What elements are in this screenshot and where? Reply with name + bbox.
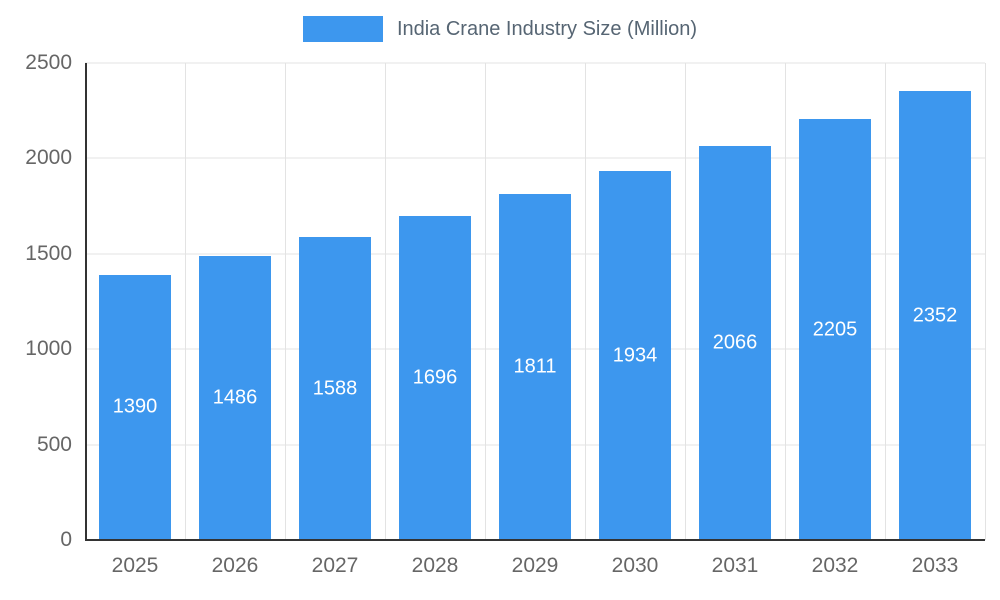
h-gridline [85,157,985,159]
v-gridline [684,63,686,540]
legend-label: India Crane Industry Size (Million) [396,17,698,40]
v-gridline [985,63,986,540]
bar-value-label: 2066 [712,331,758,354]
y-axis-line [85,63,87,540]
x-tick-label: 2032 [811,554,859,577]
bar-value-label: 1588 [312,377,358,399]
y-tick-label: 0 [60,528,72,551]
v-gridline [885,63,886,540]
bar-value-label: 1934 [612,344,658,366]
x-tick-label: 2026 [211,554,259,577]
bar[interactable]: 2066 [699,145,771,540]
h-gridline [85,62,985,64]
legend-swatch-icon [302,16,383,42]
bar[interactable]: 1811 [499,194,571,540]
y-tick-label: 1000 [25,337,72,361]
x-tick-label: 2029 [511,554,559,577]
legend-item[interactable]: India Crane Industry Size (Million) [302,16,698,42]
v-gridline [585,63,586,540]
x-tick-label: 2028 [411,554,459,577]
v-gridline [785,63,786,540]
x-axis: 2025 2026 2027 2028 2029 2030 2031 2032 2033 [85,540,985,580]
bar-value-label: 2352 [912,304,958,327]
x-tick-label: 2027 [311,554,359,577]
bar[interactable]: 1588 [299,237,371,540]
bar[interactable]: 1934 [599,171,671,540]
x-axis-baseline [85,539,985,541]
bar-value-label: 1811 [513,355,557,378]
y-tick-label: 2500 [25,51,72,74]
plot-area: 1390 1486 1588 1696 1811 1934 2066 2205 2352 [85,62,986,541]
y-tick-label: 500 [36,432,72,456]
bar[interactable]: 2205 [799,119,871,540]
x-tick-label: 2031 [711,554,759,577]
x-tick-label: 2030 [611,554,659,577]
bar[interactable]: 1390 [99,274,171,540]
x-tick-label: 2033 [911,554,959,577]
bar-value-label: 2205 [812,318,858,341]
x-tick-label: 2025 [111,554,159,577]
bar-value-label: 1696 [412,366,458,389]
y-tick-label: 2000 [25,146,72,170]
bar-value-label: 1486 [212,386,258,409]
v-gridline [285,63,286,540]
bar[interactable]: 1486 [198,256,271,540]
v-gridline [185,63,186,540]
v-gridline [384,63,386,540]
bar[interactable]: 1696 [399,216,471,540]
y-tick-label: 1500 [25,241,72,265]
y-axis: 0 500 1000 1500 2000 2500 [0,51,72,551]
bar[interactable]: 2352 [899,91,971,540]
legend: India Crane Industry Size (Million) [0,15,1000,43]
bar-value-label: 1390 [112,395,158,418]
v-gridline [485,63,486,540]
